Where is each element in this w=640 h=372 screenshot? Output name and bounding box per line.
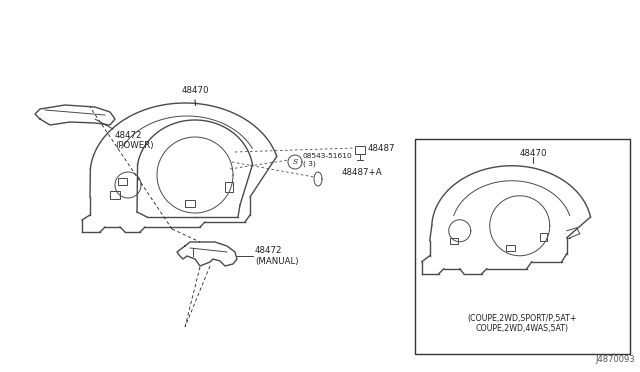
Text: 48487+A: 48487+A	[342, 167, 383, 176]
Text: S: S	[292, 157, 298, 166]
Bar	[415, 139, 630, 354]
Bar	[110, 191, 120, 199]
Text: 48470: 48470	[520, 148, 547, 157]
Bar	[185, 200, 195, 207]
Text: 48487: 48487	[368, 144, 396, 153]
Text: J4870093: J4870093	[595, 355, 635, 364]
Bar	[540, 233, 547, 241]
Text: 48470: 48470	[181, 86, 209, 95]
Bar	[225, 182, 233, 192]
Bar	[118, 178, 127, 185]
Text: (COUPE,2WD,SPORT/P,5AT+: (COUPE,2WD,SPORT/P,5AT+	[468, 314, 577, 323]
Text: 08543-51610
( 3): 08543-51610 ( 3)	[303, 153, 353, 167]
Bar	[450, 238, 458, 244]
Text: 48472
(MANUAL): 48472 (MANUAL)	[255, 246, 298, 266]
Bar	[506, 245, 515, 251]
Text: COUPE,2WD,4WAS,5AT): COUPE,2WD,4WAS,5AT)	[476, 324, 569, 334]
Text: 48472
(POWER): 48472 (POWER)	[115, 131, 154, 150]
